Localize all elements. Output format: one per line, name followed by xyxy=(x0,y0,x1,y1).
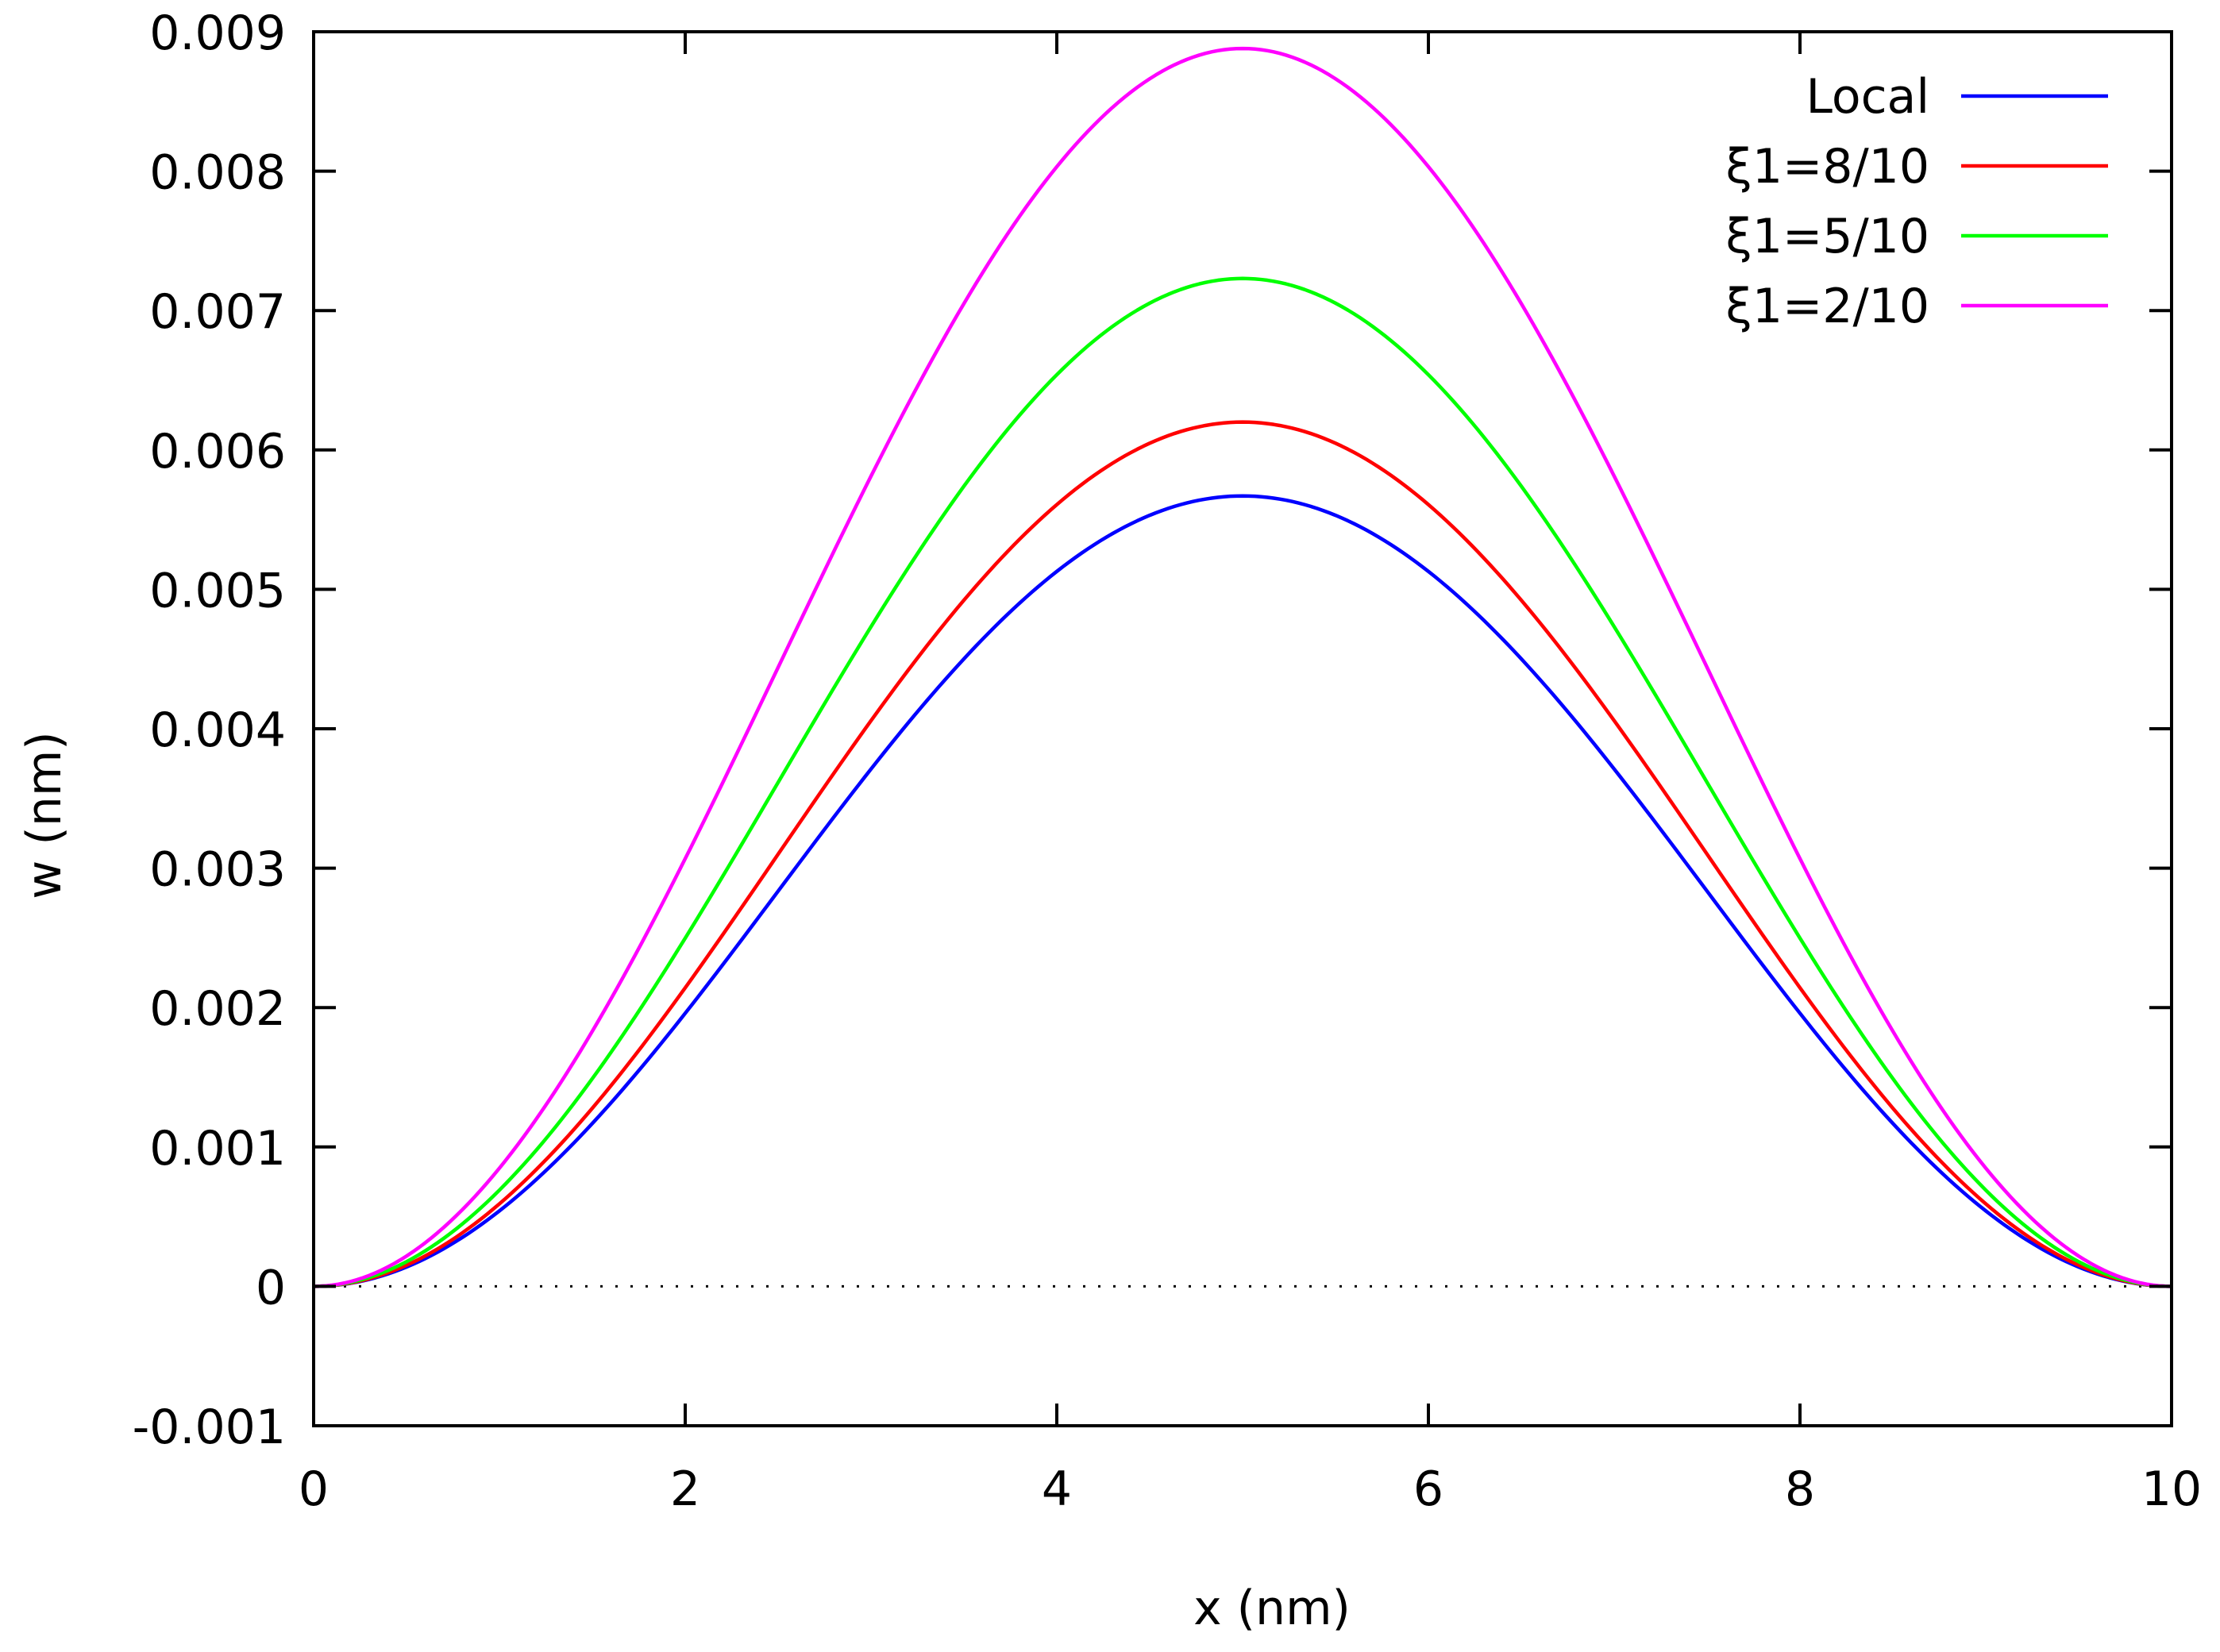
y-tick-label: 0.009 xyxy=(149,6,286,61)
legend-label-1: ξ1=8/10 xyxy=(1725,139,1929,194)
series-line-2 xyxy=(313,276,2172,1288)
y-tick-label: 0.003 xyxy=(149,842,286,898)
x-axis-title: x (nm) xyxy=(1193,1581,1351,1636)
series-line-0 xyxy=(313,494,2172,1288)
y-tick-label: 0 xyxy=(256,1260,286,1315)
y-tick-label: 0.007 xyxy=(149,284,286,340)
legend-label-0: Local xyxy=(1806,69,1929,125)
legend-label-2: ξ1=5/10 xyxy=(1725,209,1929,264)
series-line-3 xyxy=(313,46,2172,1288)
x-tick-label: 6 xyxy=(1413,1461,1443,1517)
y-tick-label: 0.008 xyxy=(149,145,286,201)
y-tick-label: 0.004 xyxy=(149,703,286,758)
y-tick-label: 0.006 xyxy=(149,424,286,479)
y-axis-title: w (nm) xyxy=(17,731,72,899)
series-line-1 xyxy=(313,420,2172,1288)
y-tick-label: 0.005 xyxy=(149,563,286,618)
y-tick-label: 0.001 xyxy=(149,1121,286,1176)
x-tick-label: 4 xyxy=(1042,1461,1072,1517)
x-tick-label: 0 xyxy=(299,1461,329,1517)
y-tick-label: 0.002 xyxy=(149,981,286,1037)
legend-label-3: ξ1=2/10 xyxy=(1725,279,1929,334)
x-tick-label: 2 xyxy=(670,1461,700,1517)
y-tick-label: -0.001 xyxy=(133,1400,286,1455)
x-tick-label: 10 xyxy=(2141,1461,2202,1517)
x-tick-label: 8 xyxy=(1785,1461,1815,1517)
